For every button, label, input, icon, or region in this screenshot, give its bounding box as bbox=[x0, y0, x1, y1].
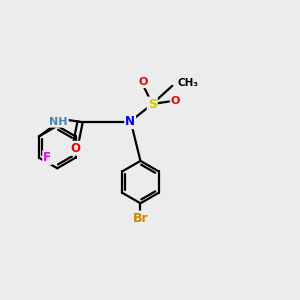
Text: N: N bbox=[125, 115, 135, 128]
Text: NH: NH bbox=[50, 117, 68, 127]
Text: O: O bbox=[171, 96, 180, 106]
Text: F: F bbox=[43, 151, 51, 164]
Text: Br: Br bbox=[133, 212, 148, 224]
Text: O: O bbox=[139, 77, 148, 87]
Text: O: O bbox=[71, 142, 81, 155]
Text: S: S bbox=[148, 98, 157, 111]
Text: CH₃: CH₃ bbox=[178, 79, 199, 88]
